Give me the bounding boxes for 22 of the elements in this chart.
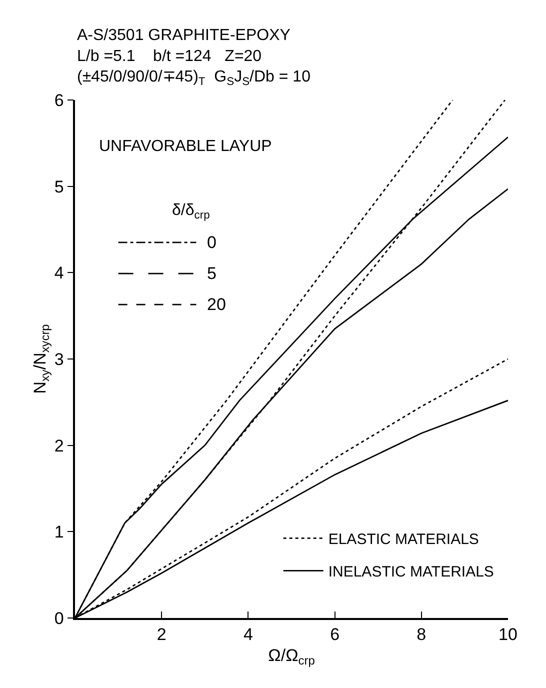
x-tick-label: 2	[156, 625, 166, 644]
x-tick-label: 8	[416, 625, 426, 644]
chart-title: A-S/3501 GRAPHITE-EPOXY	[77, 27, 291, 44]
y-tick-label: 6	[54, 90, 64, 110]
chart-subtitle: L/b =5.1 b/t =124 Z=20 (±45/0/90/0/∓45)$_{T}$ G$_{S}$J$_{S}$/Db = 10	[77, 48, 311, 88]
y-tick-label: 1	[54, 522, 64, 542]
y-tick-label: 5	[54, 177, 64, 196]
x-tick-label: 4	[243, 625, 253, 644]
y-tick-label: 3	[54, 350, 64, 369]
legend-title: δ/δ$_{crp}$	[172, 202, 210, 222]
legend-label: ELASTIC MATERIALS	[328, 531, 479, 548]
annotation: 0	[207, 233, 216, 252]
annotation: 5	[207, 264, 216, 283]
x-tick-label: 10	[498, 625, 518, 644]
annotation: UNFAVORABLE LAYUP	[99, 138, 272, 155]
y-tick-label: 2	[54, 436, 64, 456]
x-axis-title: Ω/Ω$_{crp}$	[268, 646, 316, 668]
x-tick-label: 6	[330, 625, 340, 644]
annotation: 20	[207, 295, 226, 314]
y-tick-label: 4	[54, 264, 64, 283]
y-tick-label: 0	[54, 608, 64, 628]
legend-label: INELASTIC MATERIALS	[328, 564, 494, 581]
